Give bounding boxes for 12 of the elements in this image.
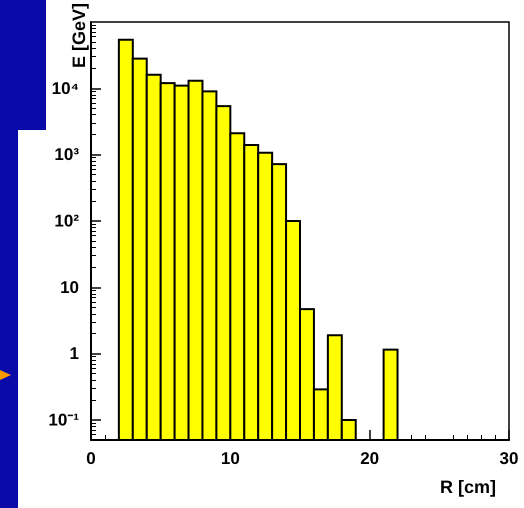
- y-tick-label: 10: [60, 278, 79, 297]
- x-tick-label: 10: [220, 449, 240, 468]
- x-tick-label: 20: [360, 449, 380, 468]
- x-axis-title: R [cm]: [440, 477, 496, 497]
- y-tick-label: 10⁴: [52, 78, 79, 98]
- y-tick-label: 1: [70, 344, 79, 364]
- y-axis-title: E [GeV]: [69, 3, 89, 68]
- y-tick-label: 10²: [54, 212, 80, 231]
- y-tick-label: 10³: [54, 145, 80, 164]
- x-tick-label: 30: [500, 449, 518, 468]
- x-tick-label: 0: [86, 449, 96, 468]
- y-tick-label: 10⁻¹: [48, 410, 80, 430]
